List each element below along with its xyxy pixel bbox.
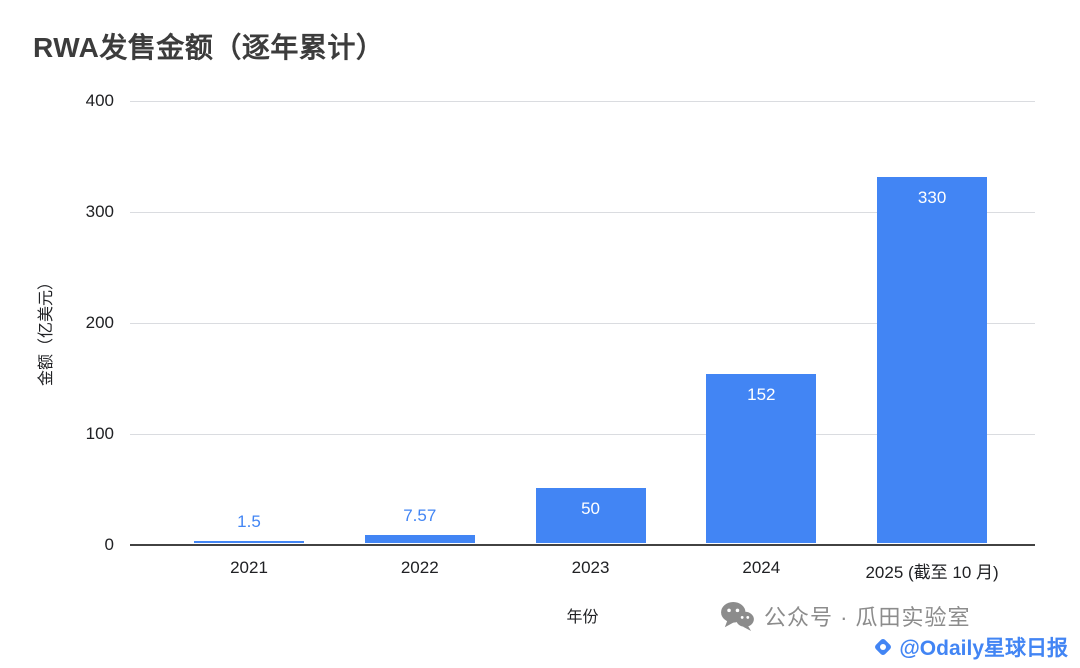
y-tick-label: 400 <box>85 91 114 110</box>
bar-value-label: 50 <box>581 498 600 518</box>
gridline <box>130 101 1035 102</box>
x-tick-label: 2021 <box>230 558 268 577</box>
plot-area: 年份 0 100 200 300 400 1.5 2021 7.57 2022 50 2023 152… <box>86 91 1035 626</box>
bar-value-label: 152 <box>747 385 776 405</box>
x-tick-label: 2022 <box>400 558 439 577</box>
bar-value-label: 1.5 <box>237 512 261 531</box>
y-tick-label: 0 <box>104 535 114 554</box>
odaily-logo-icon <box>873 637 893 657</box>
x-tick-label: 2024 <box>742 558 781 577</box>
x-axis-line <box>130 544 1035 546</box>
odaily-watermark-label: @Odaily星球日报 <box>899 637 1068 660</box>
gridline <box>130 212 1035 213</box>
chart-title: RWA发售金额（逐年累计） <box>33 32 385 63</box>
bar-2025 <box>877 176 988 543</box>
bar-value-label: 330 <box>917 187 947 207</box>
wechat-watermark-label: 公众号 · 瓜田实验室 <box>764 605 971 630</box>
y-tick-label: 200 <box>85 313 114 332</box>
bar-2022 <box>364 534 475 543</box>
gridline <box>130 323 1035 324</box>
wechat-watermark: 公众号 · 瓜田实验室 <box>720 600 971 632</box>
bar-2023 <box>535 487 646 543</box>
odaily-watermark: @Odaily星球日报 <box>873 632 1068 662</box>
bar-2024 <box>706 374 817 543</box>
y-tick-label: 100 <box>85 424 114 443</box>
x-tick-label: 2023 <box>571 558 610 577</box>
bar-2021 <box>194 541 304 543</box>
x-tick-label: 2025 (截至 10 月) <box>865 563 999 582</box>
y-tick-label: 300 <box>85 202 114 221</box>
gridline <box>130 434 1035 435</box>
bar-value-label: 7.57 <box>403 505 437 525</box>
wechat-icon <box>720 601 754 631</box>
x-axis-title: 年份 <box>566 609 599 626</box>
